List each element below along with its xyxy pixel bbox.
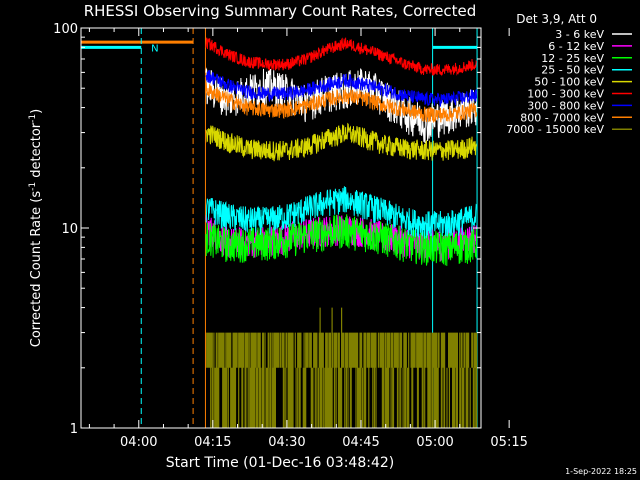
legend-label-12to25keV: 12 - 25 keV	[541, 52, 604, 65]
y-tick-label-2: 100	[53, 22, 78, 37]
x-axis: 04:00 04:15 04:30 04:45 05:00 05:15	[88, 28, 528, 450]
footer-timestamp: 1-Sep-2022 18:25	[565, 467, 637, 476]
series-trace-12to25keV	[205, 214, 478, 266]
chart-title: RHESSI Observing Summary Count Rates, Co…	[84, 2, 477, 20]
legend-label-25to50keV: 25 - 50 keV	[541, 64, 604, 77]
series-trace-50to100keV	[205, 122, 478, 162]
y-axis: 1 10 100	[53, 22, 481, 437]
series-800to7000keV	[205, 82, 478, 123]
night-marker-label: N	[151, 43, 158, 54]
series-300to800keV	[205, 69, 478, 107]
x-axis-label: Start Time (01-Dec-16 03:48:42)	[166, 455, 394, 471]
legend-label-800to7000keV: 800 - 7000 keV	[520, 111, 604, 124]
series-12to25keV	[205, 214, 478, 266]
x-tick-label-5: 05:15	[490, 435, 527, 450]
series-100to300keV	[205, 37, 478, 77]
legend-label-50to100keV: 50 - 100 keV	[534, 76, 604, 89]
series-7000to15000keV	[206, 307, 478, 428]
x-tick-label-3: 04:45	[342, 435, 379, 450]
x-tick-label-0: 04:00	[120, 435, 157, 450]
series-50to100keV	[205, 122, 478, 162]
legend-label-100to300keV: 100 - 300 keV	[527, 88, 604, 101]
legend-title: Det 3,9, Att 0	[516, 12, 597, 26]
y-tick-label-1: 10	[61, 222, 78, 237]
plot-area: N	[81, 28, 478, 428]
series-trace-25to50keV	[205, 186, 477, 239]
y-tick-label-0: 1	[70, 422, 78, 437]
series-25to50keV	[205, 186, 477, 239]
legend-label-7000to15000keV: 7000 - 15000 keV	[506, 123, 604, 136]
y-axis-label: Corrected Count Rate (s-1 detector-1)	[28, 109, 44, 347]
series-trace-100to300keV	[205, 37, 478, 77]
legend-label-6to12keV: 6 - 12 keV	[548, 40, 604, 53]
x-tick-label-2: 04:30	[268, 435, 305, 450]
x-tick-label-4: 05:00	[416, 435, 453, 450]
legend-label-3to6keV: 3 - 6 keV	[555, 28, 604, 41]
series-trace-300to800keV	[205, 69, 478, 107]
series-trace-7000to15000keV	[206, 307, 478, 428]
x-tick-label-1: 04:15	[194, 435, 231, 450]
series-trace-800to7000keV	[205, 82, 478, 123]
legend-label-300to800keV: 300 - 800 keV	[527, 99, 604, 112]
